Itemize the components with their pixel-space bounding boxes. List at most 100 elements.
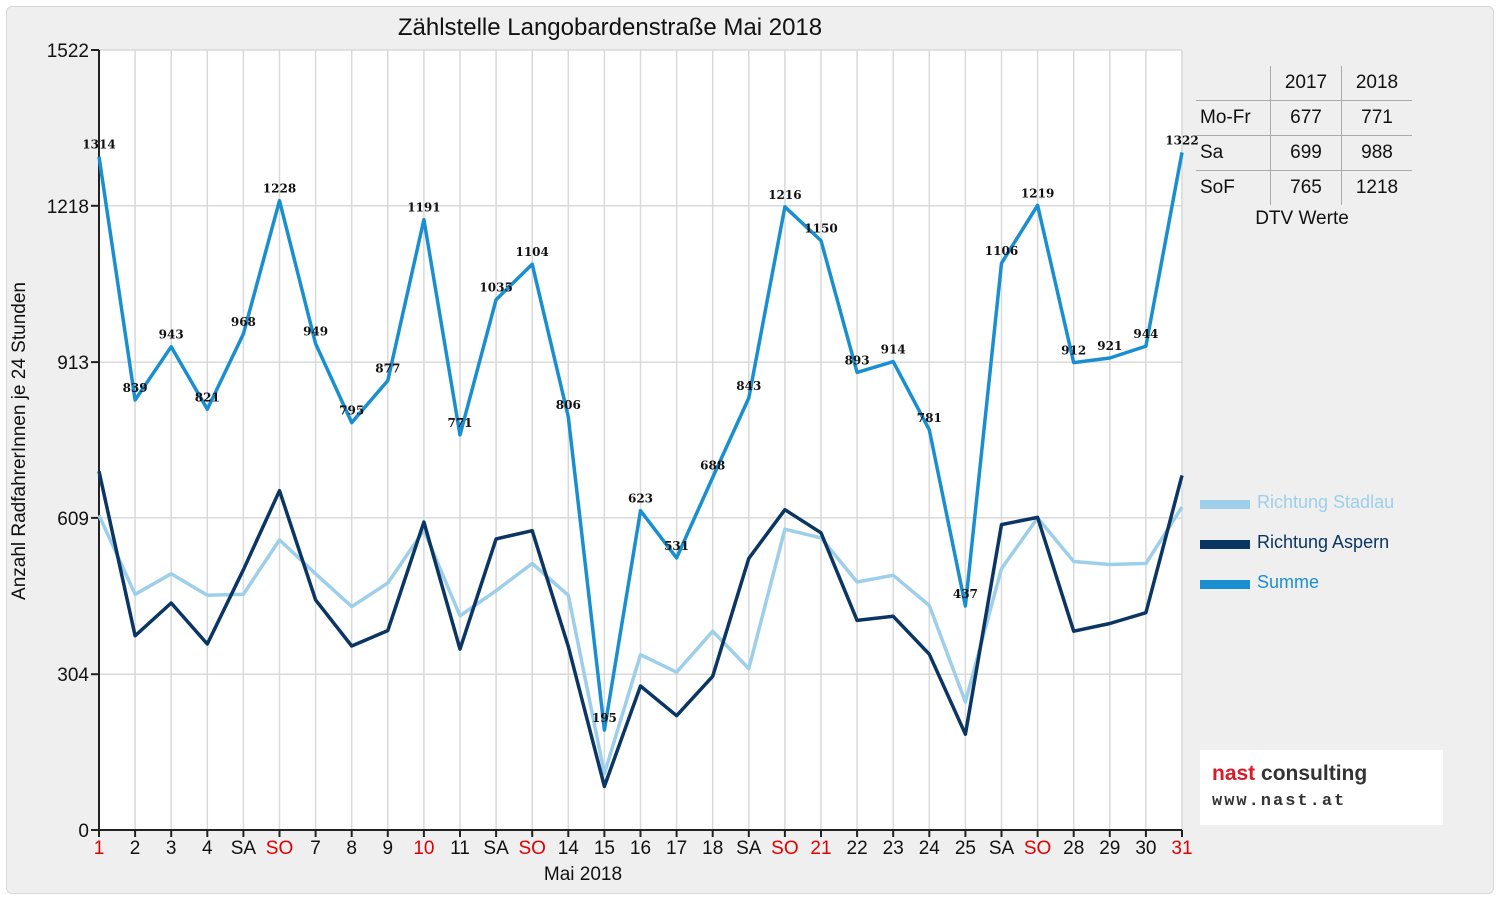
legend-label: Summe [1257, 572, 1320, 592]
data-label: 893 [845, 353, 870, 367]
data-label: 877 [375, 362, 400, 376]
dtv-header-row: 2017 2018 [1196, 66, 1412, 101]
data-label: 1216 [768, 188, 801, 202]
company-logo: nast consulting www.nast.at [1200, 750, 1443, 825]
x-tick-label: 16 [630, 838, 651, 859]
dtv-row-sof: SoF 765 1218 [1196, 170, 1412, 205]
series-line-1 [97, 470, 1184, 789]
x-tick-label: 23 [883, 838, 904, 859]
dtv-cell: 765 [1270, 170, 1342, 205]
x-tick-label: 1 [94, 838, 105, 859]
logo-name-rest: consulting [1255, 762, 1368, 785]
dtv-header-empty [1196, 66, 1271, 101]
chart-title: Zählstelle Langobardenstraße Mai 2018 [397, 14, 823, 41]
x-tick-label: 17 [666, 838, 687, 859]
data-label: 944 [1133, 327, 1158, 341]
dtv-row-mofr: Mo-Fr 677 771 [1196, 100, 1412, 136]
data-label: 968 [231, 315, 256, 329]
dtv-caption: DTV Werte [1255, 208, 1349, 229]
data-label: 949 [303, 325, 328, 339]
data-label: 1035 [479, 281, 512, 295]
x-tick-label: SO [266, 838, 293, 859]
x-tick-label: 28 [1063, 838, 1084, 859]
data-label: 795 [339, 404, 364, 418]
dtv-row-label: Sa [1196, 135, 1271, 171]
dtv-row-sa: Sa 699 988 [1196, 135, 1412, 171]
y-tick-label: 1218 [47, 197, 89, 218]
dtv-cell: 1218 [1341, 170, 1412, 205]
x-tick-label: 22 [847, 838, 868, 859]
data-label: 195 [592, 711, 617, 725]
y-tick-label: 304 [57, 665, 89, 686]
x-tick-label: SA [989, 838, 1015, 859]
data-label: 1150 [804, 222, 837, 236]
data-label: 623 [628, 492, 653, 506]
x-tick-label: SO [518, 838, 545, 859]
logo-name-red: nast [1212, 762, 1256, 785]
data-label: 781 [917, 411, 942, 425]
data-label: 1106 [985, 244, 1018, 258]
x-tick-label: 30 [1135, 838, 1156, 859]
x-tick-label: 10 [413, 838, 434, 859]
x-tick-label: 14 [558, 838, 580, 859]
logo-name: nast consulting [1212, 762, 1367, 786]
x-tick-label: SA [736, 838, 762, 859]
legend-label: Richtung Stadlau [1257, 492, 1395, 512]
data-label: 1322 [1165, 133, 1198, 147]
data-label: 1104 [515, 245, 548, 259]
data-label: 806 [556, 398, 581, 412]
x-tick-label: 15 [594, 838, 615, 859]
y-tick-label: 609 [57, 509, 89, 530]
legend-label: Richtung Aspern [1257, 532, 1390, 552]
data-label: 688 [700, 458, 725, 472]
x-axis-label: Mai 2018 [543, 864, 623, 885]
x-tick-label: 2 [130, 838, 141, 859]
data-label: 1219 [1021, 186, 1054, 200]
x-tick-label: SO [1024, 838, 1051, 859]
data-label: 914 [881, 343, 906, 357]
y-tick-label: 1522 [47, 41, 89, 62]
y-tick-label: 0 [78, 821, 89, 842]
data-label: 912 [1061, 344, 1086, 358]
x-tick-label: SA [483, 838, 509, 859]
x-tick-label: 9 [383, 838, 394, 859]
data-label: 1314 [82, 138, 115, 152]
data-label: 1191 [407, 201, 440, 215]
x-tick-label: SO [771, 838, 798, 859]
dtv-cell: 699 [1270, 135, 1342, 171]
dtv-header-2017: 2017 [1270, 66, 1342, 101]
x-tick-label: 4 [202, 838, 213, 859]
data-label: 943 [159, 328, 184, 342]
data-label: 921 [1097, 339, 1122, 353]
data-label: 1228 [263, 182, 296, 196]
x-tick-label: 7 [310, 838, 321, 859]
y-tick-label: 913 [57, 353, 89, 374]
dtv-header-2018: 2018 [1341, 66, 1412, 101]
x-tick-label: 31 [1171, 838, 1192, 859]
x-tick-label: 11 [450, 838, 470, 859]
data-label: 821 [195, 390, 220, 404]
dtv-table: 2017 2018 Mo-Fr 677 771 Sa 699 988 SoF 7… [1196, 66, 1412, 205]
dtv-cell: 771 [1341, 100, 1412, 136]
logo-url: www.nast.at [1212, 792, 1347, 811]
dtv-cell: 988 [1341, 135, 1412, 171]
x-tick-label: 21 [810, 838, 831, 859]
data-label: 839 [123, 381, 148, 395]
x-tick-label: 29 [1099, 838, 1120, 859]
legend-swatch [1200, 540, 1250, 549]
data-label: 437 [953, 587, 978, 601]
x-tick-label: 24 [919, 838, 941, 859]
series-line-2 [97, 152, 1184, 732]
dtv-row-label: SoF [1196, 170, 1271, 205]
x-tick-label: 18 [702, 838, 723, 859]
x-tick-label: 25 [955, 838, 976, 859]
legend-swatch [1200, 500, 1250, 509]
x-tick-label: 8 [346, 838, 357, 859]
dtv-cell: 677 [1270, 100, 1342, 136]
legend-swatch [1200, 580, 1250, 589]
data-label: 771 [447, 416, 472, 430]
dtv-row-label: Mo-Fr [1196, 100, 1271, 136]
x-tick-label: SA [231, 838, 257, 859]
data-label: 531 [664, 539, 689, 553]
